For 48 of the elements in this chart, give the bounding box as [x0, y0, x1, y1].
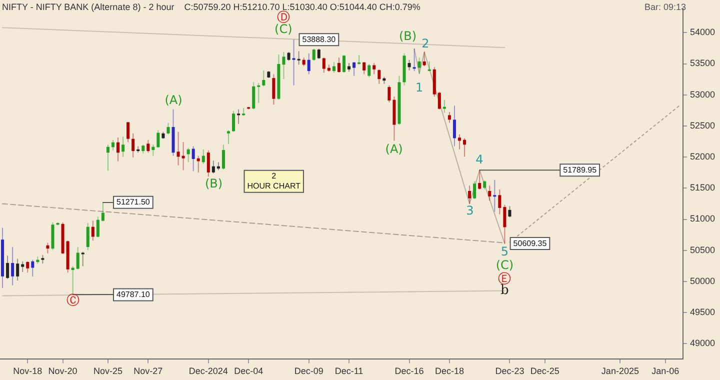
annotation: (C): [496, 258, 514, 272]
annotation: (C): [274, 22, 292, 36]
x-tick-label: Dec-11: [334, 366, 364, 376]
annotation: 2: [422, 36, 430, 50]
x-tick-label: Dec-18: [434, 366, 464, 376]
x-tick-label: Dec-09: [294, 366, 324, 376]
x-tick-label: Jan-06: [652, 366, 680, 376]
y-tick-label: 49000: [690, 338, 716, 348]
y-tick-label: 51000: [690, 214, 716, 224]
y-tick-label: 52000: [690, 152, 716, 162]
y-tick-label: 49500: [690, 307, 716, 318]
annotation: 2 HOUR CHART: [247, 172, 301, 191]
y-tick-label: 54000: [690, 27, 716, 38]
y-tick-label: 51500: [690, 182, 716, 193]
x-tick-label: Dec-16: [394, 366, 424, 376]
line-series: [414, 48, 506, 244]
x-tick-label: Dec-2024: [188, 366, 228, 376]
annotation: b: [500, 283, 509, 298]
annotation: 51789.95: [563, 165, 598, 174]
annotation: (A): [385, 142, 403, 156]
x-tick-label: Nov-18: [13, 366, 42, 376]
x-tick-label: Dec-25: [530, 366, 560, 376]
annotation: Bar: 09:13: [644, 2, 686, 12]
annotation: 51271.50: [116, 198, 150, 207]
annotation: 3: [466, 203, 474, 218]
x-tick-label: Dec-23: [495, 366, 524, 376]
annotation: 1: [416, 80, 424, 95]
y-tick-label: 50500: [690, 244, 716, 255]
annotation: 5: [500, 244, 509, 258]
y-tick-label: 53000: [690, 89, 716, 100]
chart-subtitle: C:50759.20 H:51210.70 L:51030.40 O:51044.40 CH:0.79%: [184, 2, 420, 12]
x-tick-label: Jan-2025: [601, 366, 639, 376]
x-tick-label: Nov-25: [93, 366, 122, 376]
annotation: (B): [398, 28, 417, 43]
y-tick-label: 52500: [690, 120, 716, 130]
x-tick-label: Dec-04: [234, 366, 264, 376]
y-tick-label: 53500: [690, 58, 716, 68]
annotation: 50609.35: [513, 238, 548, 248]
x-tick-label: Nov-20: [48, 366, 78, 376]
annotation: 53888.30: [302, 34, 336, 44]
annotation: 49787.10: [116, 290, 150, 299]
annotation: Ⓒ: [66, 294, 80, 309]
y-tick-label: 50000: [690, 276, 716, 286]
annotation: 4: [476, 152, 484, 166]
annotation: (A): [164, 93, 182, 108]
annotation: (B): [204, 176, 223, 191]
x-tick-label: Nov-27: [134, 366, 163, 376]
chart-title: NIFTY - NIFTY BANK (Alternate 8) - 2 hour: [2, 2, 174, 12]
